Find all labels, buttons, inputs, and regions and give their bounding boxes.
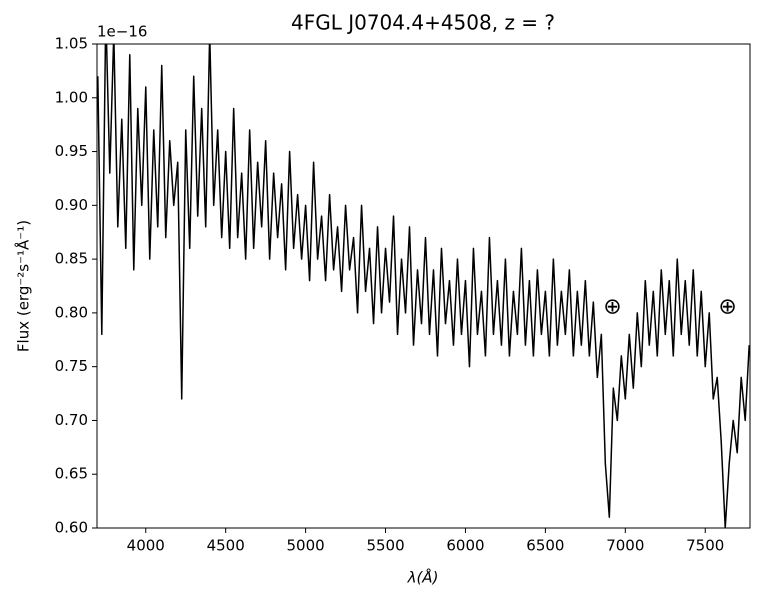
y-tick-label: 0.75 xyxy=(55,357,88,375)
y-tick-label: 1.00 xyxy=(55,88,88,106)
y-tick-label: 0.70 xyxy=(55,411,88,429)
x-axis-label: λ(Å) xyxy=(407,568,439,587)
y-tick-label: 0.60 xyxy=(55,519,88,537)
y-tick-label: 0.65 xyxy=(55,465,88,483)
plot-frame xyxy=(96,43,751,529)
annotation: ⊕ xyxy=(718,295,736,320)
y-tick-label: 1.05 xyxy=(55,35,88,53)
chart-title: 4FGL J0704.4+4508, z = ? xyxy=(291,11,555,35)
annotation: ⊕ xyxy=(603,295,621,320)
y-offset-label: 1e−16 xyxy=(97,23,147,41)
spectrum-line xyxy=(97,44,750,528)
x-tick-label: 5500 xyxy=(366,537,404,555)
x-tick-label: 4500 xyxy=(207,537,245,555)
x-tick-label: 7500 xyxy=(686,537,724,555)
y-axis-label: Flux (erg⁻²s⁻¹Å⁻¹) xyxy=(14,220,33,352)
y-tick-label: 0.85 xyxy=(55,250,88,268)
x-tick-label: 6500 xyxy=(526,537,564,555)
y-tick-label: 0.80 xyxy=(55,303,88,321)
x-tick-label: 4000 xyxy=(127,537,165,555)
x-tick-label: 7000 xyxy=(606,537,644,555)
y-tick-label: 0.90 xyxy=(55,196,88,214)
x-tick-label: 6000 xyxy=(446,537,484,555)
y-tick-label: 0.95 xyxy=(55,142,88,160)
x-tick-label: 5000 xyxy=(287,537,325,555)
